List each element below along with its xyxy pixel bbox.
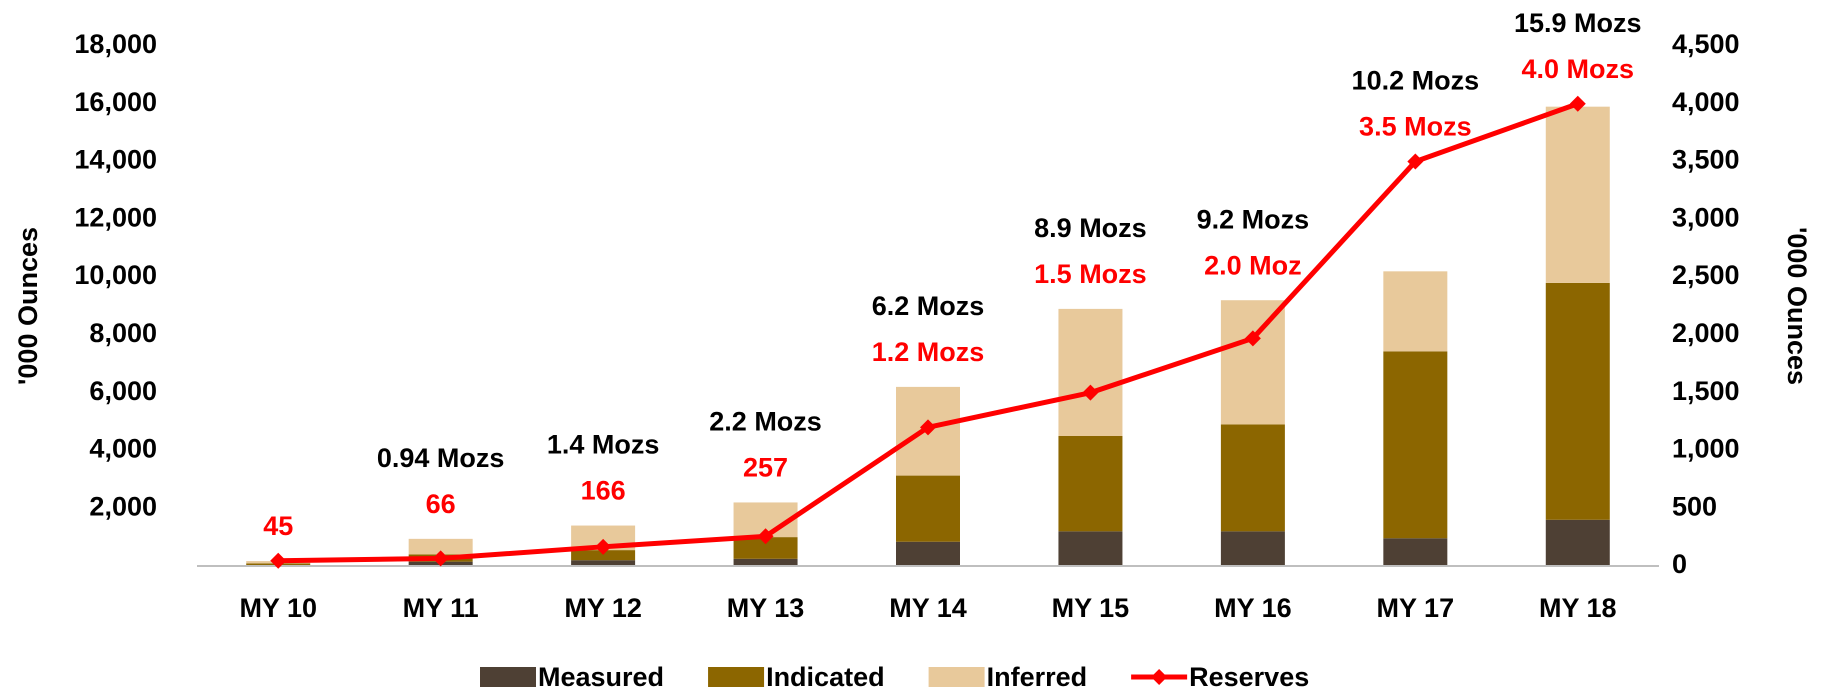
x-tick-label: MY 11 (403, 593, 479, 623)
x-tick-label: MY 17 (1377, 593, 1455, 623)
data-label: 1.5 Mozs (1034, 259, 1147, 289)
y-tick-label: 14,000 (74, 145, 157, 175)
data-label: 166 (581, 476, 626, 506)
y2-tick-label: 1,500 (1672, 376, 1740, 406)
line-marker (920, 419, 936, 436)
y2-axis-title: '000 Ounces (1782, 227, 1812, 385)
y2-tick-label: 2,000 (1672, 318, 1740, 348)
line-marker (757, 528, 774, 545)
data-label: 3.5 Mozs (1359, 112, 1472, 142)
y2-tick-label: 500 (1672, 491, 1717, 521)
line-marker (432, 550, 449, 567)
x-tick-label: MY 12 (564, 593, 642, 623)
y-tick-label: 16,000 (74, 87, 157, 117)
y2-tick-label: 3,500 (1672, 145, 1740, 175)
total-label: 0.94 Mozs (377, 443, 505, 473)
total-label: 10.2 Mozs (1352, 66, 1480, 96)
legend-swatch (928, 667, 985, 687)
y-tick-label: 2,000 (89, 491, 157, 521)
y-axis-title: '000 Ounces (13, 227, 43, 385)
x-tick-label: MY 14 (889, 593, 967, 623)
bar-segment (1220, 300, 1285, 425)
y-tick-label: 12,000 (74, 202, 157, 232)
legend-marker (1151, 669, 1168, 685)
bar-segment (1058, 436, 1123, 532)
line-marker (270, 552, 287, 569)
y2-tick-label: 0 (1672, 549, 1687, 579)
y2-tick-label: 4,000 (1672, 87, 1740, 117)
total-label: 1.4 Mozs (547, 430, 660, 460)
y-tick-label: 4,000 (89, 434, 157, 464)
x-tick-label: MY 15 (1052, 593, 1130, 623)
bar-segment (1383, 351, 1448, 539)
x-tick-label: MY 16 (1214, 593, 1292, 623)
bar-segment (896, 475, 960, 542)
data-label: 257 (743, 453, 788, 483)
bar-segment (1220, 531, 1285, 566)
bar-segment (571, 560, 636, 566)
total-label: 9.2 Mozs (1197, 204, 1310, 234)
bar-segment (733, 537, 798, 559)
bar-segment (408, 538, 473, 555)
legend-label: Measured (538, 662, 664, 692)
data-label: 1.2 Mozs (872, 337, 985, 367)
legend-swatch (480, 667, 536, 687)
y-tick-label: 8,000 (89, 318, 157, 348)
y2-tick-label: 1,000 (1672, 434, 1740, 464)
y2-tick-label: 4,500 (1672, 29, 1740, 59)
total-label: 15.9 Mozs (1514, 8, 1642, 38)
y-tick-label: 6,000 (89, 376, 157, 406)
bar-segment (1545, 106, 1610, 283)
legend-label: Inferred (987, 662, 1088, 692)
bar-segment (1545, 519, 1610, 566)
bar-segment (733, 558, 798, 566)
line-marker (1244, 330, 1261, 347)
y-tick-label: 18,000 (74, 29, 157, 59)
data-label: 45 (263, 511, 293, 541)
bar-segment (1058, 308, 1123, 436)
line-marker (1407, 153, 1424, 170)
data-label: 2.0 Moz (1204, 250, 1302, 280)
bar-segment (1383, 538, 1448, 566)
data-label: 4.0 Mozs (1522, 54, 1635, 84)
x-tick-label: MY 10 (239, 593, 317, 623)
x-tick-label: MY 18 (1539, 593, 1617, 623)
legend-label: Reserves (1189, 662, 1309, 692)
y-tick-label: 10,000 (74, 260, 157, 290)
total-label: 8.9 Mozs (1034, 213, 1147, 243)
line-marker (595, 538, 612, 555)
legend-swatch (708, 667, 765, 687)
y2-tick-label: 3,000 (1672, 202, 1740, 232)
y2-tick-label: 2,500 (1672, 260, 1740, 290)
total-label: 6.2 Mozs (872, 291, 985, 321)
x-tick-label: MY 13 (727, 593, 805, 623)
line-marker (1082, 384, 1099, 401)
line-marker (1569, 95, 1586, 112)
bar-segment (1545, 282, 1610, 520)
bar-segment (1058, 531, 1123, 566)
bar-segment (571, 550, 636, 561)
bar-segment (1220, 424, 1285, 532)
bar-segment (1383, 271, 1448, 352)
data-label: 66 (426, 489, 456, 519)
total-label: 2.2 Mozs (709, 407, 822, 437)
bar-segment (896, 541, 960, 566)
legend-label: Indicated (766, 662, 885, 692)
